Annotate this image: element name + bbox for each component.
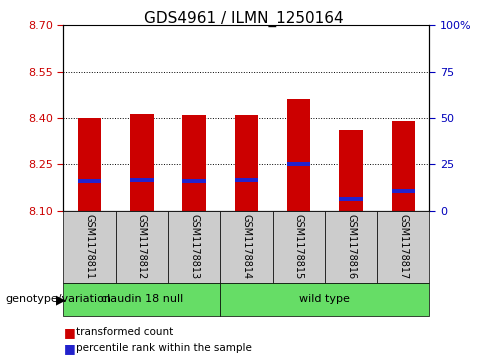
Text: GSM1178814: GSM1178814 [242, 214, 251, 280]
Text: GSM1178811: GSM1178811 [84, 214, 95, 280]
Bar [78, 179, 102, 183]
Text: ▶: ▶ [56, 293, 66, 306]
Bar [287, 99, 310, 211]
Text: GSM1178812: GSM1178812 [137, 214, 147, 280]
Text: GDS4961 / ILMN_1250164: GDS4961 / ILMN_1250164 [144, 11, 344, 27]
Text: ■: ■ [63, 326, 75, 339]
Bar [287, 162, 310, 166]
Text: wild type: wild type [300, 294, 350, 305]
Bar [130, 178, 154, 182]
Bar [183, 115, 206, 211]
Bar [130, 114, 154, 211]
Bar [339, 130, 363, 211]
Bar [391, 121, 415, 211]
Bar [339, 197, 363, 201]
Bar [391, 189, 415, 193]
Bar [235, 115, 258, 211]
Text: transformed count: transformed count [76, 327, 173, 337]
Text: percentile rank within the sample: percentile rank within the sample [76, 343, 251, 354]
Text: GSM1178813: GSM1178813 [189, 214, 199, 280]
Bar [183, 179, 206, 183]
Text: claudin 18 null: claudin 18 null [101, 294, 183, 305]
Text: GSM1178816: GSM1178816 [346, 214, 356, 280]
Bar [235, 178, 258, 182]
Text: ■: ■ [63, 342, 75, 355]
Bar [78, 118, 102, 211]
Text: GSM1178815: GSM1178815 [294, 214, 304, 280]
Text: GSM1178817: GSM1178817 [398, 214, 408, 280]
Text: genotype/variation: genotype/variation [5, 294, 111, 305]
